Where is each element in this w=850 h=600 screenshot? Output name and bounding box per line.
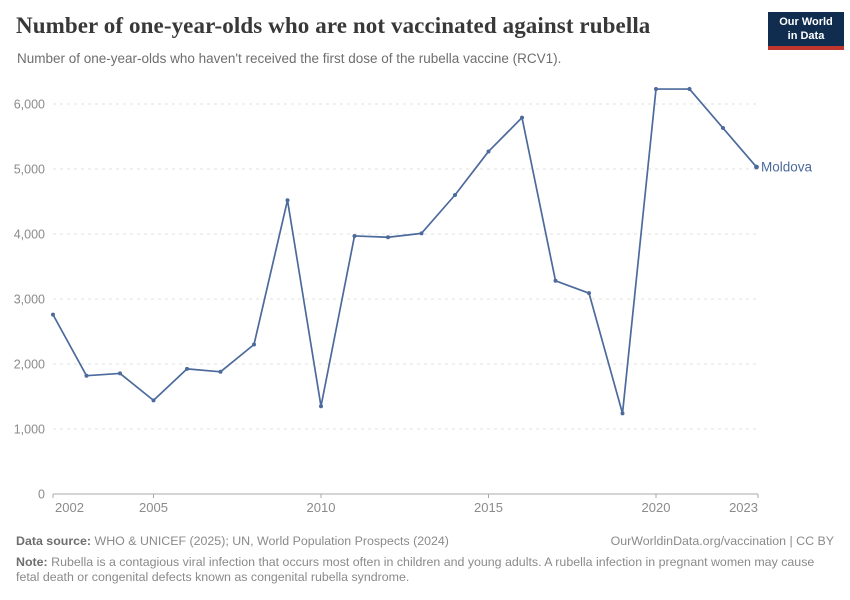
data-point [51, 312, 55, 317]
x-axis-tick-label: 2010 [307, 500, 336, 515]
data-point [319, 404, 323, 409]
y-axis-tick-label: 0 [38, 488, 45, 502]
owid-logo-line1: Our World [779, 16, 833, 28]
data-source-value: WHO & UNICEF (2025); UN, World Populatio… [94, 534, 449, 548]
owid-logo-line2: in Data [787, 29, 825, 42]
data-point [419, 231, 424, 236]
note-value: Rubella is a contagious viral infection … [16, 555, 815, 584]
footer-source-row: Data source: WHO & UNICEF (2025); UN, Wo… [16, 534, 834, 549]
trend-line [52, 88, 758, 415]
owid-logo: Our World in Data [768, 12, 844, 50]
chart-subtitle: Number of one-year-olds who haven't rece… [17, 51, 562, 66]
page-title: Number of one-year-olds who are not vacc… [16, 13, 651, 38]
data-point [285, 198, 290, 203]
data-point [118, 371, 122, 376]
x-axis-tick-label: 2005 [139, 500, 168, 515]
line-chart: 0 1,000 2,000 3,000 4,000 5,000 6,000 2002 2005 2… [14, 87, 813, 515]
data-point [587, 291, 591, 296]
x-axis-tick-label: 2002 [55, 500, 84, 515]
data-point [620, 411, 625, 416]
data-point [486, 149, 491, 154]
y-axis-tick-label: 3,000 [14, 293, 45, 307]
y-axis-tick-label: 2,000 [14, 358, 45, 372]
data-point [721, 126, 725, 131]
data-point [754, 164, 759, 170]
data-point [352, 233, 357, 238]
data-point [520, 115, 524, 120]
y-axis-tick-label: 4,000 [14, 228, 45, 242]
data-point [687, 87, 692, 92]
data-point [151, 398, 156, 403]
x-axis-tick-label: 2020 [642, 500, 671, 515]
footer-note: Note: Rubella is a contagious viral infe… [16, 555, 834, 585]
y-axis-tick-label: 5,000 [14, 163, 45, 177]
series-label: Moldova [761, 160, 813, 175]
data-point [218, 369, 223, 374]
data-point [252, 342, 256, 347]
data-point [453, 193, 457, 197]
data-point [553, 278, 558, 283]
x-axis-tick-label: 2015 [474, 500, 503, 515]
data-point [654, 87, 658, 92]
chart-footer: Data source: WHO & UNICEF (2025); UN, Wo… [16, 534, 834, 585]
y-axis-tick-label: 1,000 [14, 423, 45, 437]
data-source-label: Data source: [16, 534, 92, 548]
x-axis-tick-label: 2023 [729, 500, 758, 515]
data-point [386, 235, 390, 240]
owid-license-link[interactable]: OurWorldinData.org/vaccination | CC BY [610, 534, 834, 548]
y-axis-tick-label: 6,000 [14, 98, 45, 112]
data-point [185, 366, 189, 371]
data-point [84, 373, 89, 378]
data-source-text: Data source: WHO & UNICEF (2025); UN, Wo… [16, 534, 449, 549]
note-label: Note: [16, 555, 48, 569]
